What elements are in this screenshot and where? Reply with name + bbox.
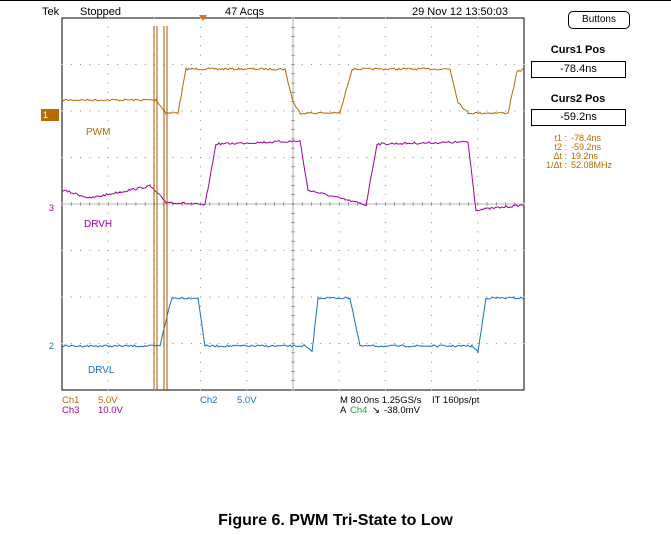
waveforms [61, 66, 525, 354]
timebase-readout: M 80.0ns 1.25GS/s [340, 395, 422, 406]
t1-key: t1 : [554, 133, 567, 143]
ch2-scale: 5.0V [237, 395, 257, 406]
ch3-label: Ch3 [62, 405, 80, 416]
time-cursors[interactable] [153, 26, 168, 390]
acquisition-status: Stopped [80, 6, 121, 18]
trigger-position-icon [199, 15, 207, 21]
trigger-slope-icon: ↘ [372, 405, 380, 416]
t1-value: -78.4ns [571, 133, 602, 143]
delta-t-key: Δt : [553, 151, 567, 161]
ch3-ground-marker: 3 [49, 203, 55, 213]
figure-caption: Figure 6. PWM Tri-State to Low [218, 512, 453, 529]
curs1-label: Curs1 Pos [550, 44, 606, 56]
inverse-delta-t-key: 1/Δt : [545, 160, 567, 170]
curs2-label: Curs2 Pos [550, 93, 606, 105]
acquisition-count: 47 Acqs [225, 6, 265, 18]
brand-label: Tek [42, 6, 60, 18]
pwm-trace-label: PWM [86, 127, 111, 138]
trigger-source-prefix: A [340, 405, 347, 416]
trigger-level: -38.0mV [384, 405, 420, 416]
drvh-trace-label: DRVH [84, 219, 113, 230]
top-rule [0, 0, 671, 1]
t2-key: t2 : [554, 142, 567, 152]
trigger-channel: Ch4 [350, 405, 368, 416]
ch3-scale: 10.0V [98, 405, 123, 416]
scope-display [61, 15, 525, 391]
delta-t-value: 19.2ns [571, 151, 599, 161]
t2-value: -59.2ns [571, 142, 602, 152]
interpolation-readout: IT 160ps/pt [432, 395, 480, 406]
ch2-ground-marker: 2 [49, 341, 55, 351]
curs2-value[interactable]: -59.2ns [531, 109, 626, 126]
drvl-waveform [61, 296, 525, 354]
ch1-label: Ch1 [62, 395, 80, 406]
drvh-waveform [61, 140, 525, 212]
drvl-trace-label: DRVL [88, 365, 115, 376]
pwm-waveform [61, 66, 525, 115]
timestamp: 29 Nov 12 13:50:03 [412, 6, 509, 18]
buttons-button[interactable]: Buttons [568, 11, 630, 29]
ch1-scale: 5.0V [98, 395, 118, 406]
inverse-delta-t-value: 52.08MHz [571, 160, 613, 170]
curs1-value[interactable]: -78.4ns [531, 61, 626, 78]
graticule [61, 17, 525, 391]
ch2-label: Ch2 [200, 395, 218, 406]
ch1-ground-marker: 1 [41, 109, 59, 121]
